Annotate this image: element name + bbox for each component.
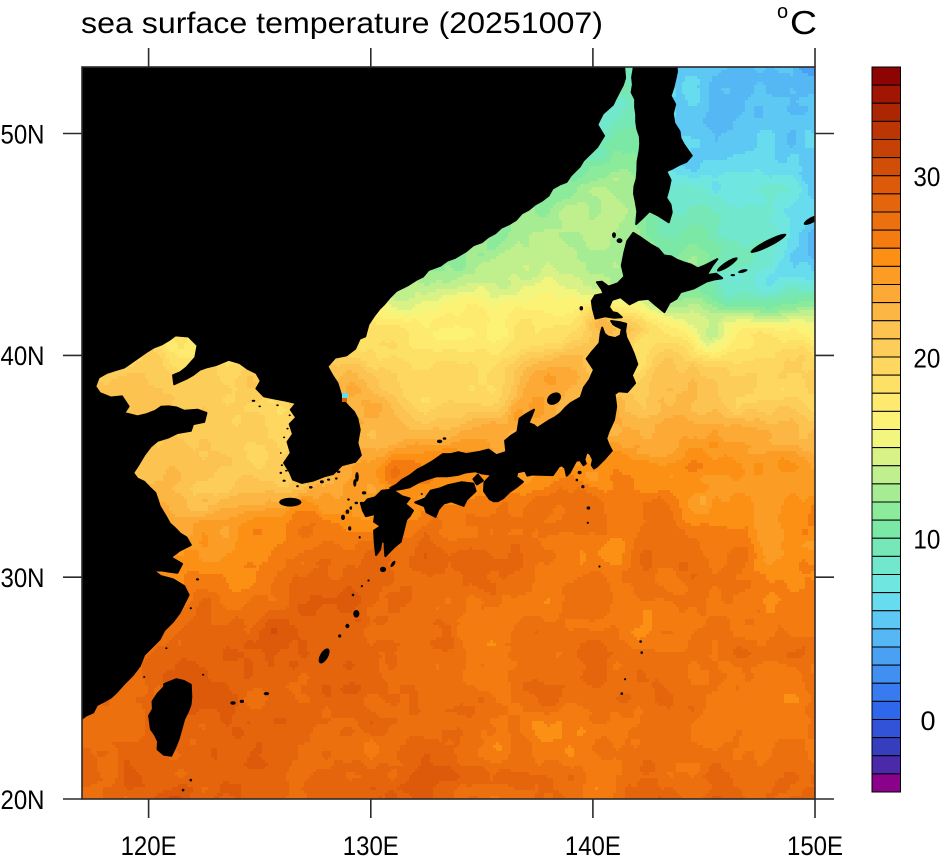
svg-text:30N: 30N	[1, 563, 45, 593]
svg-text:sea surface temperature (20251: sea surface temperature (20251007)	[81, 7, 603, 40]
svg-text:o: o	[777, 1, 788, 23]
svg-text:10: 10	[913, 525, 940, 555]
svg-text:130E: 130E	[343, 831, 399, 858]
svg-text:150E: 150E	[787, 831, 843, 858]
svg-text:50N: 50N	[1, 119, 45, 149]
svg-text:120E: 120E	[121, 831, 177, 858]
svg-text:30: 30	[913, 162, 940, 192]
svg-text:C: C	[790, 4, 817, 41]
svg-text:140E: 140E	[565, 831, 621, 858]
svg-text:40N: 40N	[1, 341, 45, 371]
svg-text:0: 0	[921, 706, 936, 736]
svg-text:20: 20	[913, 343, 940, 373]
svg-text:20N: 20N	[1, 785, 45, 815]
